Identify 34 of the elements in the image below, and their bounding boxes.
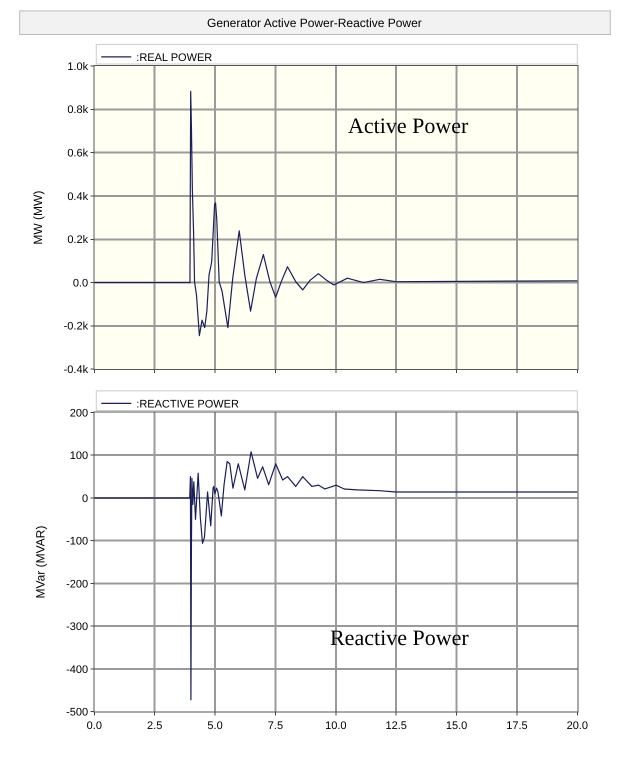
x-tick-label: 10.0: [325, 720, 347, 732]
annotation: Active Power: [348, 113, 470, 138]
x-tick-label: 20.0: [566, 720, 588, 732]
y-tick-label: -500: [66, 706, 88, 719]
y-tick-label: -400: [66, 664, 88, 676]
annotation: Reactive Power: [330, 625, 470, 650]
legend-label: :REAL POWER: [136, 52, 212, 64]
y-tick-label: -0.4k: [64, 364, 89, 376]
y-tick-label: -300: [66, 621, 88, 634]
y-tick-label: -0.2k: [64, 320, 89, 333]
x-tick-label: 17.5: [506, 720, 528, 732]
x-tick-label: 0.0: [86, 720, 102, 732]
y-axis-title: MVar (MVAR): [33, 526, 48, 599]
y-tick-label: 100: [70, 450, 88, 462]
y-tick-label: 0.2k: [67, 234, 89, 246]
chart-title: Generator Active Power-Reactive Power: [207, 16, 422, 30]
x-tick-label: 5.0: [207, 720, 223, 732]
x-tick-label: 7.5: [268, 720, 284, 732]
y-tick-label: 200: [70, 407, 88, 420]
legend-label: :REACTIVE POWER: [136, 398, 239, 411]
y-tick-label: -100: [66, 536, 88, 548]
x-tick-label: 12.5: [385, 720, 407, 732]
y-axis-title: MW (MW): [30, 190, 45, 245]
x-tick-label: 15.0: [446, 720, 468, 732]
y-tick-label: -200: [66, 578, 88, 590]
y-tick-label: 1.0k: [67, 60, 89, 73]
line-series: [94, 90, 578, 336]
y-tick-label: 0.0: [72, 277, 88, 290]
x-tick-label: 2.5: [147, 720, 162, 732]
y-tick-label: 0.4k: [67, 190, 89, 203]
y-tick-label: 0.6k: [67, 147, 89, 160]
y-tick-label: 0: [82, 492, 88, 505]
y-tick-label: 0.8k: [67, 104, 89, 116]
line-series: [94, 451, 578, 700]
